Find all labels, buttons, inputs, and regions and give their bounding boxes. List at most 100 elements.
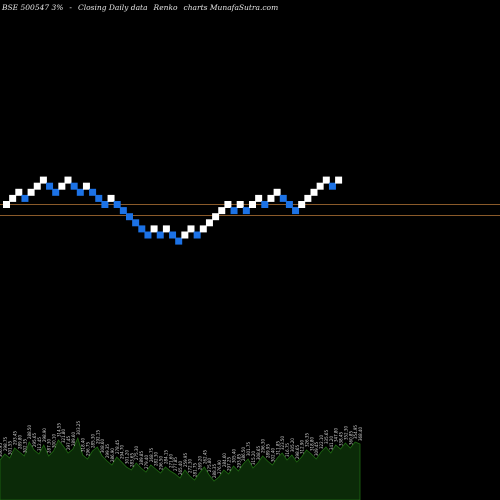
volume-value-label: 293.85: [236, 454, 241, 468]
volume-value-label: 303.25: [76, 421, 81, 435]
volume-value-label: 312.45: [37, 437, 42, 451]
volume-value-label: 306.95: [0, 443, 3, 457]
volume-value-label: 354.95: [353, 425, 358, 439]
renko-brick: [76, 188, 84, 196]
volume-value-label: 316.75: [285, 443, 290, 457]
volume-value-label: 289.85: [139, 451, 144, 465]
renko-brick: [89, 188, 97, 196]
renko-brick: [70, 182, 78, 190]
renko-brick: [64, 176, 72, 184]
renko-brick: [316, 182, 324, 190]
chart-header: BSE 500547 3% - Closing Daily data Renko cha…: [2, 3, 284, 12]
volume-value-label: 302.40: [270, 448, 275, 462]
renko-brick: [113, 201, 121, 208]
renko-brick: [304, 194, 312, 202]
volume-value-label: 308.65: [256, 446, 261, 460]
volume-value-label: 268.75: [149, 448, 154, 462]
volume-value-label: 315.20: [251, 451, 256, 465]
volume-value-label: 287.30: [47, 439, 52, 453]
volume-value-label: 292.15: [95, 430, 100, 444]
volume-value-label: 302.35: [22, 439, 27, 453]
volume-value-label: 321.80: [61, 429, 66, 443]
volume-value-label: 289.95: [266, 444, 271, 458]
renko-brick: [187, 225, 195, 233]
volume-value-label: 318.80: [309, 437, 314, 451]
renko-brick: [21, 194, 29, 202]
volume-value-label: 323.50: [280, 436, 285, 450]
renko-brick: [101, 201, 109, 208]
renko-brick: [27, 188, 35, 196]
renko-brick: [39, 176, 47, 184]
volume-value-label: 262.45: [202, 450, 207, 464]
renko-brick: [322, 176, 330, 184]
volume-value-label: 301.55: [8, 441, 13, 455]
renko-brick: [230, 207, 238, 215]
volume-value-label: 338.45: [339, 432, 344, 446]
renko-brick: [193, 231, 201, 239]
renko-brick: [249, 201, 256, 208]
renko-brick: [279, 194, 287, 202]
renko-brick: [132, 219, 140, 227]
renko-brick: [205, 219, 213, 227]
volume-value-label: 281.75: [193, 463, 198, 477]
volume-value-label: 301.75: [246, 442, 251, 456]
renko-brick: [175, 237, 183, 245]
volume-value-label: 309.45: [314, 442, 319, 456]
volume-value-label: 269.20: [197, 456, 202, 470]
volume-value-label: 368.40: [358, 427, 363, 441]
volume-value-label: 277.85: [173, 457, 178, 471]
renko-brick: [242, 207, 250, 215]
renko-brick: [273, 188, 281, 196]
volume-value-label: 289.80: [17, 435, 22, 449]
renko-brick: [267, 194, 275, 202]
renko-brick: [156, 231, 164, 239]
renko-brick: [52, 188, 60, 196]
renko-brick: [310, 188, 318, 196]
header-separator: -: [69, 3, 72, 12]
volume-value-label: 279.40: [144, 455, 149, 469]
renko-brick: [95, 194, 103, 202]
volume-value-label: 284.15: [163, 450, 168, 464]
volume-value-label: 282.30: [154, 452, 159, 466]
volume-value-label: 305.40: [232, 449, 237, 463]
volume-value-label: 272.30: [188, 459, 193, 473]
renko-brick: [3, 201, 10, 208]
renko-brick: [328, 182, 336, 190]
renko-brick: [212, 213, 220, 221]
renko-brick: [82, 182, 90, 190]
ticker-label: BSE 500547 3%: [2, 3, 64, 12]
volume-value-label: 301.20: [124, 450, 129, 464]
volume-value-label: 322.10: [319, 435, 324, 449]
volume-value-label: 275.80: [207, 458, 212, 472]
volume-value-label: 298.75: [3, 437, 8, 451]
volume-value-label: 275.30: [134, 446, 139, 460]
renko-brick: [292, 207, 300, 215]
renko-brick: [224, 201, 232, 208]
volume-value-label: 298.65: [295, 445, 300, 459]
volume-value-label: 294.70: [120, 445, 125, 459]
renko-brick: [162, 225, 170, 233]
volume-value-label: 295.65: [32, 433, 37, 447]
volume-value-label: 296.75: [86, 442, 91, 456]
volume-value-label: 265.40: [178, 461, 183, 475]
volume-value-label: 288.50: [27, 425, 32, 439]
volume-value-label: 276.90: [217, 460, 222, 474]
volume-value-label: 326.35: [304, 433, 309, 447]
renko-brick: [126, 213, 133, 221]
renko-brick: [138, 225, 146, 233]
renko-brick: [261, 201, 269, 208]
volume-value-label: 347.80: [334, 428, 339, 442]
renko-brick: [119, 207, 127, 215]
renko-brick: [236, 201, 244, 208]
renko-brick: [150, 225, 158, 233]
volume-value-label: 298.90: [42, 428, 47, 442]
renko-brick: [15, 188, 23, 196]
renko-brick: [218, 207, 226, 215]
volume-value-label: 297.25: [227, 457, 232, 471]
renko-brick: [46, 182, 54, 190]
volume-value-label: 286.50: [241, 447, 246, 461]
volume-value-label: 259.95: [183, 453, 188, 467]
renko-brick: [285, 201, 293, 208]
volume-value-label: 296.50: [159, 456, 164, 470]
